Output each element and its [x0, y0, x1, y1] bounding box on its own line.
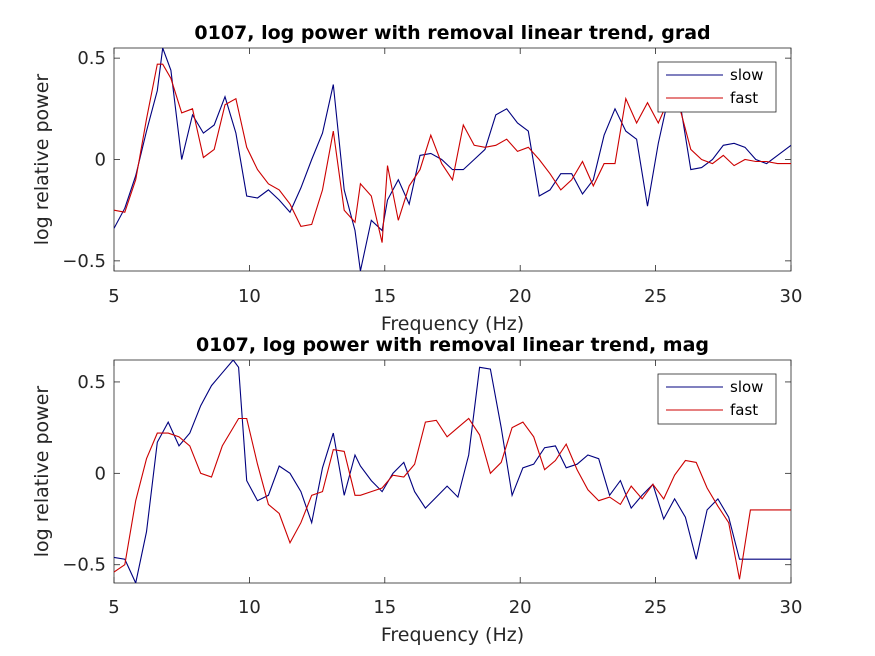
- grad-xtick-label: 15: [373, 286, 396, 307]
- mag-xtick-label: 25: [644, 597, 667, 618]
- grad-xtick-label: 30: [780, 286, 803, 307]
- mag-series-slow-line: [114, 360, 791, 583]
- mag-ytick-label: 0: [95, 463, 106, 484]
- mag-xtick-label: 30: [780, 597, 803, 618]
- grad-legend: slow fast: [657, 61, 777, 113]
- grad-chart-title: 0107, log power with removal linear tren…: [194, 22, 710, 44]
- grad-xtick-label: 25: [644, 286, 667, 307]
- grad-ytick-label: 0.5: [77, 48, 106, 69]
- mag-ytick-label: 0.5: [77, 372, 106, 393]
- grad-ytick-label: −0.5: [62, 251, 106, 272]
- mag-series-fast-line: [114, 417, 791, 580]
- mag-xtick-label: 20: [509, 597, 532, 618]
- grad-legend-label-slow: slow: [730, 66, 763, 84]
- mag-xtick-label: 5: [108, 597, 119, 618]
- mag-y-axis-label: log relative power: [31, 386, 53, 558]
- grad-legend-label-fast: fast: [730, 89, 758, 107]
- grad-xtick-label: 10: [238, 286, 261, 307]
- mag-x-axis-label: Frequency (Hz): [381, 624, 524, 646]
- mag-legend-label-fast: fast: [730, 401, 758, 419]
- grad-legend-box: [657, 61, 777, 113]
- mag-legend: slow fast: [657, 373, 777, 425]
- mag-legend-label-slow: slow: [730, 378, 763, 396]
- grad-xtick-label: 20: [509, 286, 532, 307]
- mag-ytick-label: −0.5: [62, 555, 106, 576]
- mag-xtick-label: 10: [238, 597, 261, 618]
- grad-axes: 5 10 15 20 25 30 −0.5 0 0.5 0107, log power with …: [31, 22, 802, 335]
- mag-xtick-label: 15: [373, 597, 396, 618]
- mag-axes: 5 10 15 20 25 30 −0.5 0 0.5 0107, log power with …: [31, 334, 802, 646]
- grad-y-axis-label: log relative power: [31, 74, 53, 246]
- grad-xtick-label: 5: [108, 286, 119, 307]
- mag-legend-box: [657, 373, 777, 425]
- mag-chart-title: 0107, log power with removal linear tren…: [196, 334, 709, 356]
- grad-ytick-label: 0: [95, 150, 106, 171]
- grad-x-axis-label: Frequency (Hz): [381, 313, 524, 335]
